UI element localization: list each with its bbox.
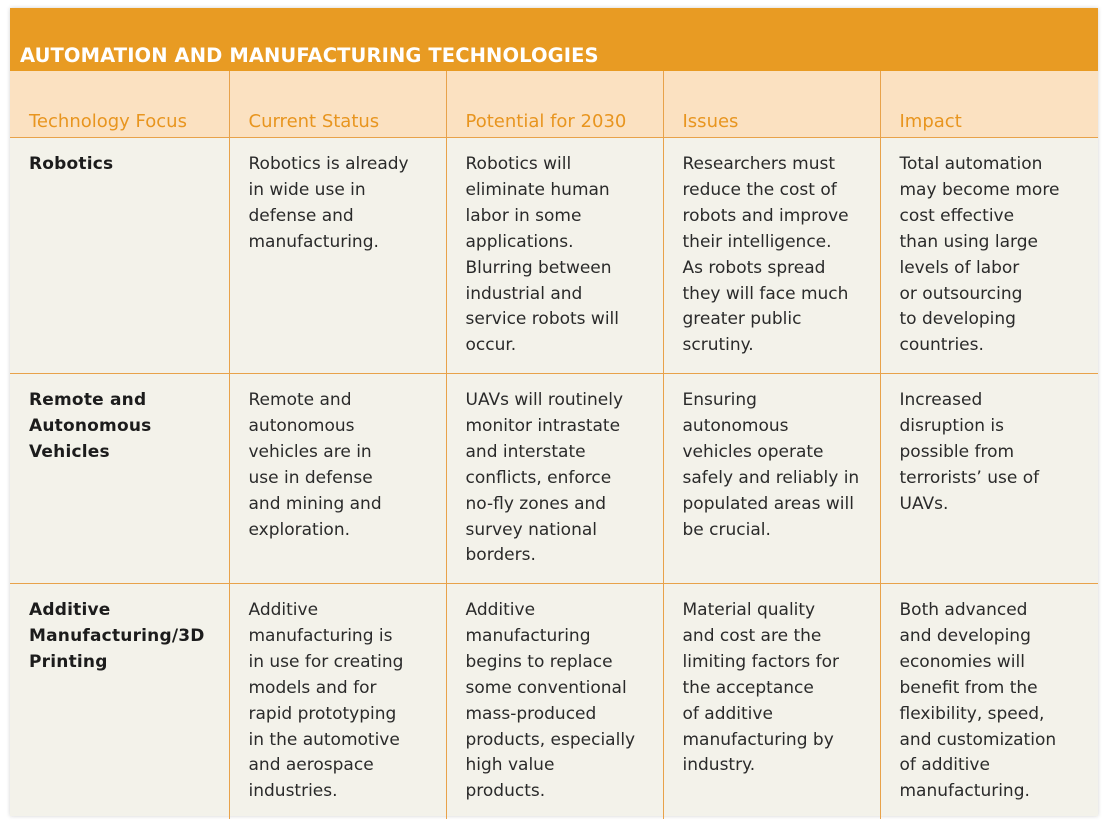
impact-cell: Both advanced and developing economies w… xyxy=(899,600,1057,802)
potential-cell: Additive manufacturing begins to replace… xyxy=(446,583,664,819)
technology-table: Technology Focus Current Status Potentia… xyxy=(10,71,1098,819)
row-focus-cell: Remote and Autonomous Vehicles xyxy=(10,373,230,584)
row-focus-cell: Robotics xyxy=(10,137,230,374)
status-cell: Additive manufacturing is in use for cre… xyxy=(229,583,447,819)
table-row: Remote and Autonomous Vehicles Remote an… xyxy=(10,373,1098,584)
table-row: Additive Manufacturing/3D Printing Addit… xyxy=(10,583,1098,819)
potential-cell: Robotics will eliminate human labor in s… xyxy=(446,137,664,374)
table-title: AUTOMATION AND MANUFACTURING TECHNOLOGIE… xyxy=(20,44,599,67)
column-header-current-status: Current Status xyxy=(229,71,447,138)
header-row: Technology Focus Current Status Potentia… xyxy=(10,71,1098,138)
issues-cell: Ensuring autonomous vehicles operate saf… xyxy=(663,373,881,584)
title-bar: AUTOMATION AND MANUFACTURING TECHNOLOGIE… xyxy=(10,8,1098,71)
impact-cell: Increased disruption is possible from te… xyxy=(880,373,1098,584)
issues-cell: Researchers must reduce the cost of robo… xyxy=(663,137,881,374)
impact-cell: Total automation may become more cost ef… xyxy=(880,137,1098,374)
table-panel: AUTOMATION AND MANUFACTURING TECHNOLOGIE… xyxy=(10,8,1098,819)
issues-cell: Material quality and cost are the limiti… xyxy=(663,583,881,819)
status-cell: Robotics is already in wide use in defen… xyxy=(229,137,447,374)
potential-cell: UAVs will routinely monitor intrastate a… xyxy=(446,373,664,584)
column-header-issues: Issues xyxy=(663,71,881,138)
table-row: Robotics Robotics is already in wide use… xyxy=(10,137,1098,374)
column-header-technology-focus: Technology Focus xyxy=(10,71,230,138)
row-focus-cell: Additive Manufacturing/3D Printing xyxy=(10,583,230,819)
column-header-impact: Impact xyxy=(880,71,1098,138)
column-header-potential-2030: Potential for 2030 xyxy=(446,71,664,138)
status-cell: Remote and autonomous vehicles are in us… xyxy=(229,373,447,584)
